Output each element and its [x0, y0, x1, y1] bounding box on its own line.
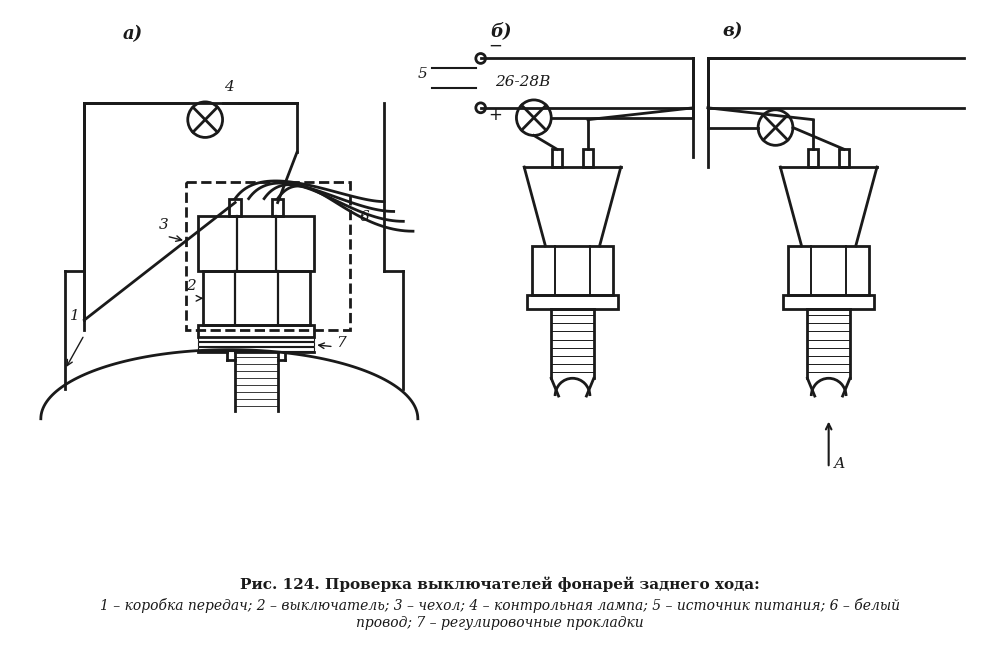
Text: 7: 7: [336, 336, 345, 349]
Text: 4: 4: [225, 80, 234, 94]
Bar: [839, 149, 849, 167]
Text: в): в): [722, 22, 743, 39]
Text: А: А: [834, 457, 845, 471]
Bar: [198, 325, 314, 337]
Bar: [203, 270, 310, 325]
Bar: [583, 149, 593, 167]
Text: 5: 5: [418, 67, 428, 82]
Text: 6: 6: [360, 210, 370, 225]
Bar: [788, 246, 869, 296]
Text: 1: 1: [70, 309, 80, 323]
Bar: [198, 342, 314, 345]
Text: +: +: [488, 105, 502, 124]
Bar: [552, 149, 562, 167]
Text: Рис. 124. Проверка выключателей фонарей заднего хода:: Рис. 124. Проверка выключателей фонарей …: [240, 576, 760, 592]
Text: б): б): [490, 22, 512, 39]
Text: −: −: [488, 37, 502, 54]
Bar: [527, 296, 618, 309]
Text: 2: 2: [186, 280, 196, 294]
Bar: [783, 296, 874, 309]
Bar: [186, 182, 350, 330]
Bar: [272, 199, 283, 216]
Text: 26-28В: 26-28В: [495, 75, 551, 89]
Bar: [532, 246, 613, 296]
Bar: [198, 216, 314, 270]
Bar: [198, 347, 314, 351]
Text: 1 – коробка передач; 2 – выключатель; 3 – чехол; 4 – контрольная лампа; 5 – исто: 1 – коробка передач; 2 – выключатель; 3 …: [100, 598, 900, 613]
Text: 3: 3: [159, 218, 169, 232]
Bar: [198, 337, 314, 341]
Bar: [808, 149, 818, 167]
Text: провод; 7 – регулировочные прокладки: провод; 7 – регулировочные прокладки: [356, 616, 644, 630]
Text: а): а): [123, 25, 143, 43]
Bar: [229, 199, 241, 216]
